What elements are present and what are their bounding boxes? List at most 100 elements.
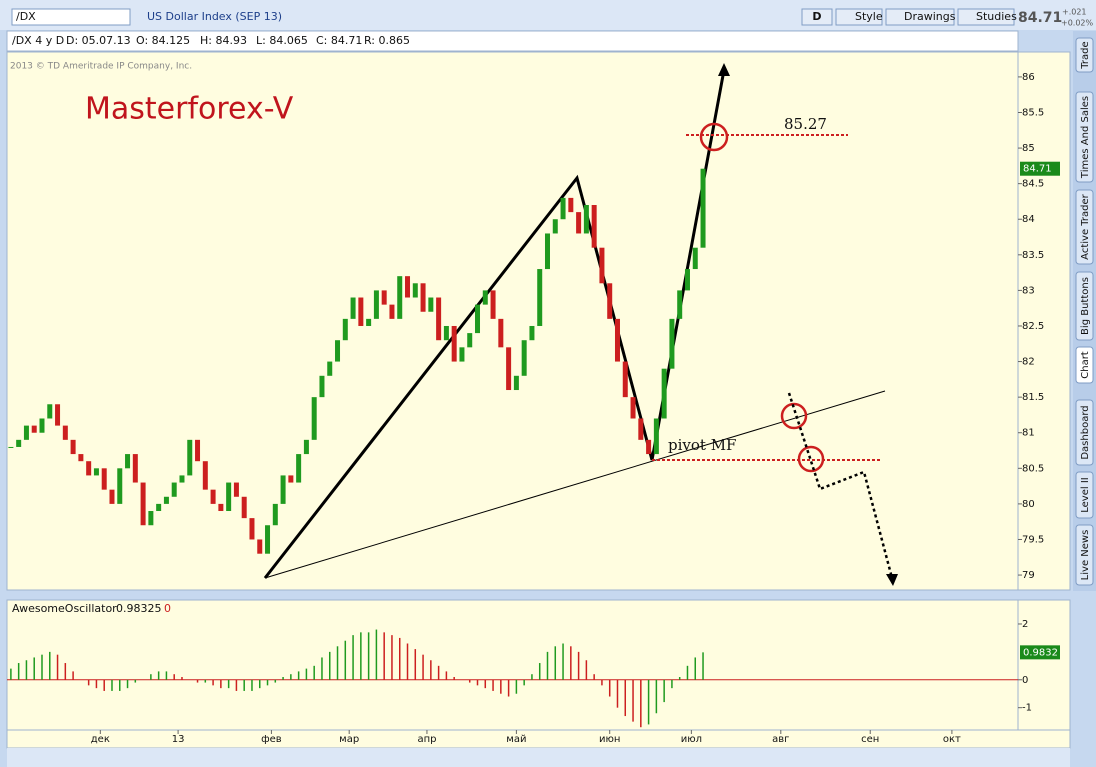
y-tick-label: 81.5	[1022, 392, 1044, 403]
sidebar-tab[interactable]	[1075, 524, 1094, 586]
y-tick-label: 79	[1022, 570, 1035, 581]
candle-body	[529, 325, 535, 341]
candle-body	[70, 439, 76, 455]
sidebar-tab-label[interactable]: Active Trader	[1080, 193, 1091, 259]
candle-body	[171, 482, 177, 497]
last-value-box	[1020, 161, 1060, 176]
drawings-label[interactable]: Drawings	[904, 10, 956, 23]
sidebar-tab-label[interactable]: Dashboard	[1080, 405, 1091, 459]
candle-body	[576, 212, 582, 234]
candle-body	[630, 397, 636, 419]
candle-body	[117, 468, 123, 504]
sidebar-tab[interactable]	[1075, 271, 1094, 341]
candle-body	[366, 318, 372, 326]
candle-body	[482, 290, 488, 305]
candle-body	[93, 468, 99, 476]
candle-body	[381, 290, 387, 305]
sidebar-tab-label[interactable]: Big Buttons	[1080, 277, 1091, 335]
candle-body	[583, 205, 589, 234]
candle-body	[39, 418, 45, 433]
symbol-input[interactable]	[11, 8, 131, 26]
period-button[interactable]	[801, 8, 833, 26]
info-item: /DX 4 y D	[12, 34, 64, 47]
candle-body	[684, 269, 690, 291]
oscillator-zero: 0	[164, 602, 171, 615]
candle-body	[428, 297, 434, 312]
candle-body	[661, 368, 667, 419]
sidebar-tab[interactable]	[1075, 399, 1094, 466]
last-value-box	[1020, 645, 1060, 660]
sidebar-tab[interactable]	[1075, 37, 1094, 73]
x-tick-label: сен	[861, 734, 879, 745]
oscillator-axis	[1017, 599, 1071, 731]
candle-body	[397, 276, 403, 319]
candle-body	[521, 340, 527, 376]
y-tick-label: 82.5	[1022, 321, 1044, 332]
candle-body	[638, 418, 644, 440]
sidebar-tab-label[interactable]: Trade	[1080, 41, 1091, 69]
candle-body	[506, 347, 512, 391]
candle-body	[101, 468, 107, 490]
candle-body	[622, 361, 628, 398]
candle-body	[55, 404, 61, 426]
sidebar-tab[interactable]	[1075, 346, 1094, 384]
x-tick-label: дек	[91, 734, 110, 745]
candle-body	[342, 318, 348, 341]
candle-body	[459, 347, 465, 362]
sidebar-tab-label[interactable]: Live News	[1080, 530, 1091, 581]
copyright: 2013 © TD Ameritrade IP Company, Inc.	[10, 62, 192, 72]
candle-body	[358, 297, 364, 326]
candle-body	[296, 454, 302, 483]
style-label[interactable]: Style	[855, 10, 883, 23]
oscillator-panel	[6, 599, 1019, 731]
style-button[interactable]	[835, 8, 883, 26]
sidebar-tab[interactable]	[1075, 189, 1094, 265]
y-tick-label: 85	[1022, 143, 1035, 154]
studies-label[interactable]: Studies	[976, 10, 1017, 23]
zoom-bar	[7, 748, 1070, 767]
x-tick-label: 13	[172, 734, 185, 745]
sidebar-tab[interactable]	[1075, 91, 1094, 183]
arrow-head	[718, 63, 730, 76]
y-tick-label: 0	[1022, 675, 1028, 686]
forecast-arrow	[886, 574, 898, 586]
x-tick-label: фев	[261, 734, 282, 745]
studies-button[interactable]	[957, 8, 1015, 26]
candle-body	[420, 283, 426, 312]
candle-body	[350, 297, 356, 319]
y-tick-label: 79.5	[1022, 534, 1044, 545]
candle-body	[513, 375, 519, 391]
candle-body	[195, 439, 201, 462]
candle-body	[257, 539, 263, 554]
sidebar-tab-label[interactable]: Level II	[1080, 477, 1091, 512]
candle-body	[86, 461, 92, 476]
candle-body	[544, 233, 550, 270]
candle-body	[443, 325, 449, 341]
candle-body	[490, 290, 496, 319]
candle-body	[700, 168, 706, 248]
symbol-description: US Dollar Index (SEP 13)	[147, 10, 282, 23]
candle-body	[288, 475, 294, 483]
drawings-button[interactable]	[885, 8, 955, 26]
candle-body	[568, 197, 574, 213]
sidebar-tab[interactable]	[1075, 471, 1094, 519]
y-tick-label: 86	[1022, 72, 1035, 83]
x-tick-label: авг	[772, 734, 789, 745]
candle-body	[265, 525, 271, 554]
symbol[interactable]: /DX	[16, 10, 36, 23]
period[interactable]: D	[812, 10, 821, 23]
candle-body	[373, 290, 379, 319]
pivot-circle	[797, 445, 825, 473]
candle-body	[560, 197, 566, 220]
candle-body	[303, 439, 309, 455]
candle-body	[436, 297, 442, 341]
sidebar-tab-label[interactable]: Chart	[1080, 351, 1091, 379]
candle-body	[202, 461, 208, 490]
oscillator-value: 0.98325	[116, 602, 162, 615]
y-tick-label: 80	[1022, 499, 1035, 510]
candle-body	[156, 503, 162, 512]
candle-body	[498, 318, 504, 348]
candle-body	[218, 503, 224, 512]
sidebar-tab-label[interactable]: Times And Sales	[1080, 96, 1091, 179]
break-circle	[780, 402, 808, 430]
